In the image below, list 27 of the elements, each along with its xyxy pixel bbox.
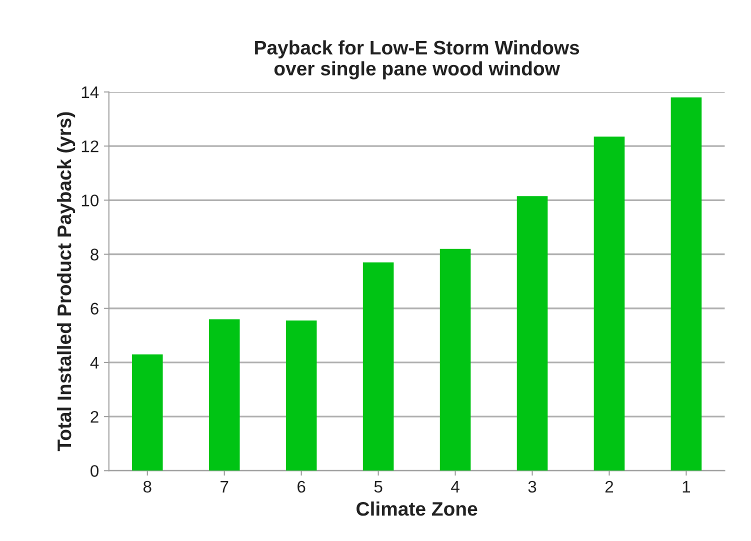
- y-tick-label: 2: [90, 410, 98, 423]
- y-axis-title: Total Installed Product Payback (yrs): [56, 112, 76, 452]
- x-tick-label: 6: [298, 480, 306, 493]
- x-axis-title: Climate Zone: [356, 501, 478, 516]
- x-tick-label: 1: [682, 481, 690, 492]
- bar: [286, 320, 317, 471]
- y-tick-label: 4: [90, 357, 99, 369]
- bar: [594, 136, 625, 471]
- bar: [132, 354, 163, 471]
- y-tick-label: 8: [90, 248, 98, 260]
- bar: [516, 196, 548, 471]
- y-tick-label: 6: [90, 302, 98, 315]
- chart-title: Payback for Low-E Storm Windows over single pane wood window: [255, 40, 580, 80]
- bar: [362, 262, 394, 471]
- y-tick-label: 10: [82, 194, 99, 206]
- x-tick-label: 2: [605, 480, 614, 492]
- y-tick-label: 14: [82, 86, 99, 98]
- x-tick-label: 3: [528, 480, 536, 493]
- y-tick-label: 12: [82, 140, 98, 152]
- x-tick-label: 8: [143, 480, 152, 493]
- x-tick-label: 7: [220, 481, 228, 492]
- bar: [670, 97, 702, 471]
- bar: [208, 319, 240, 471]
- bar: [440, 248, 471, 471]
- x-tick-label: 4: [451, 481, 460, 492]
- y-tick-label: 0: [90, 465, 99, 477]
- x-tick-label: 5: [374, 481, 382, 493]
